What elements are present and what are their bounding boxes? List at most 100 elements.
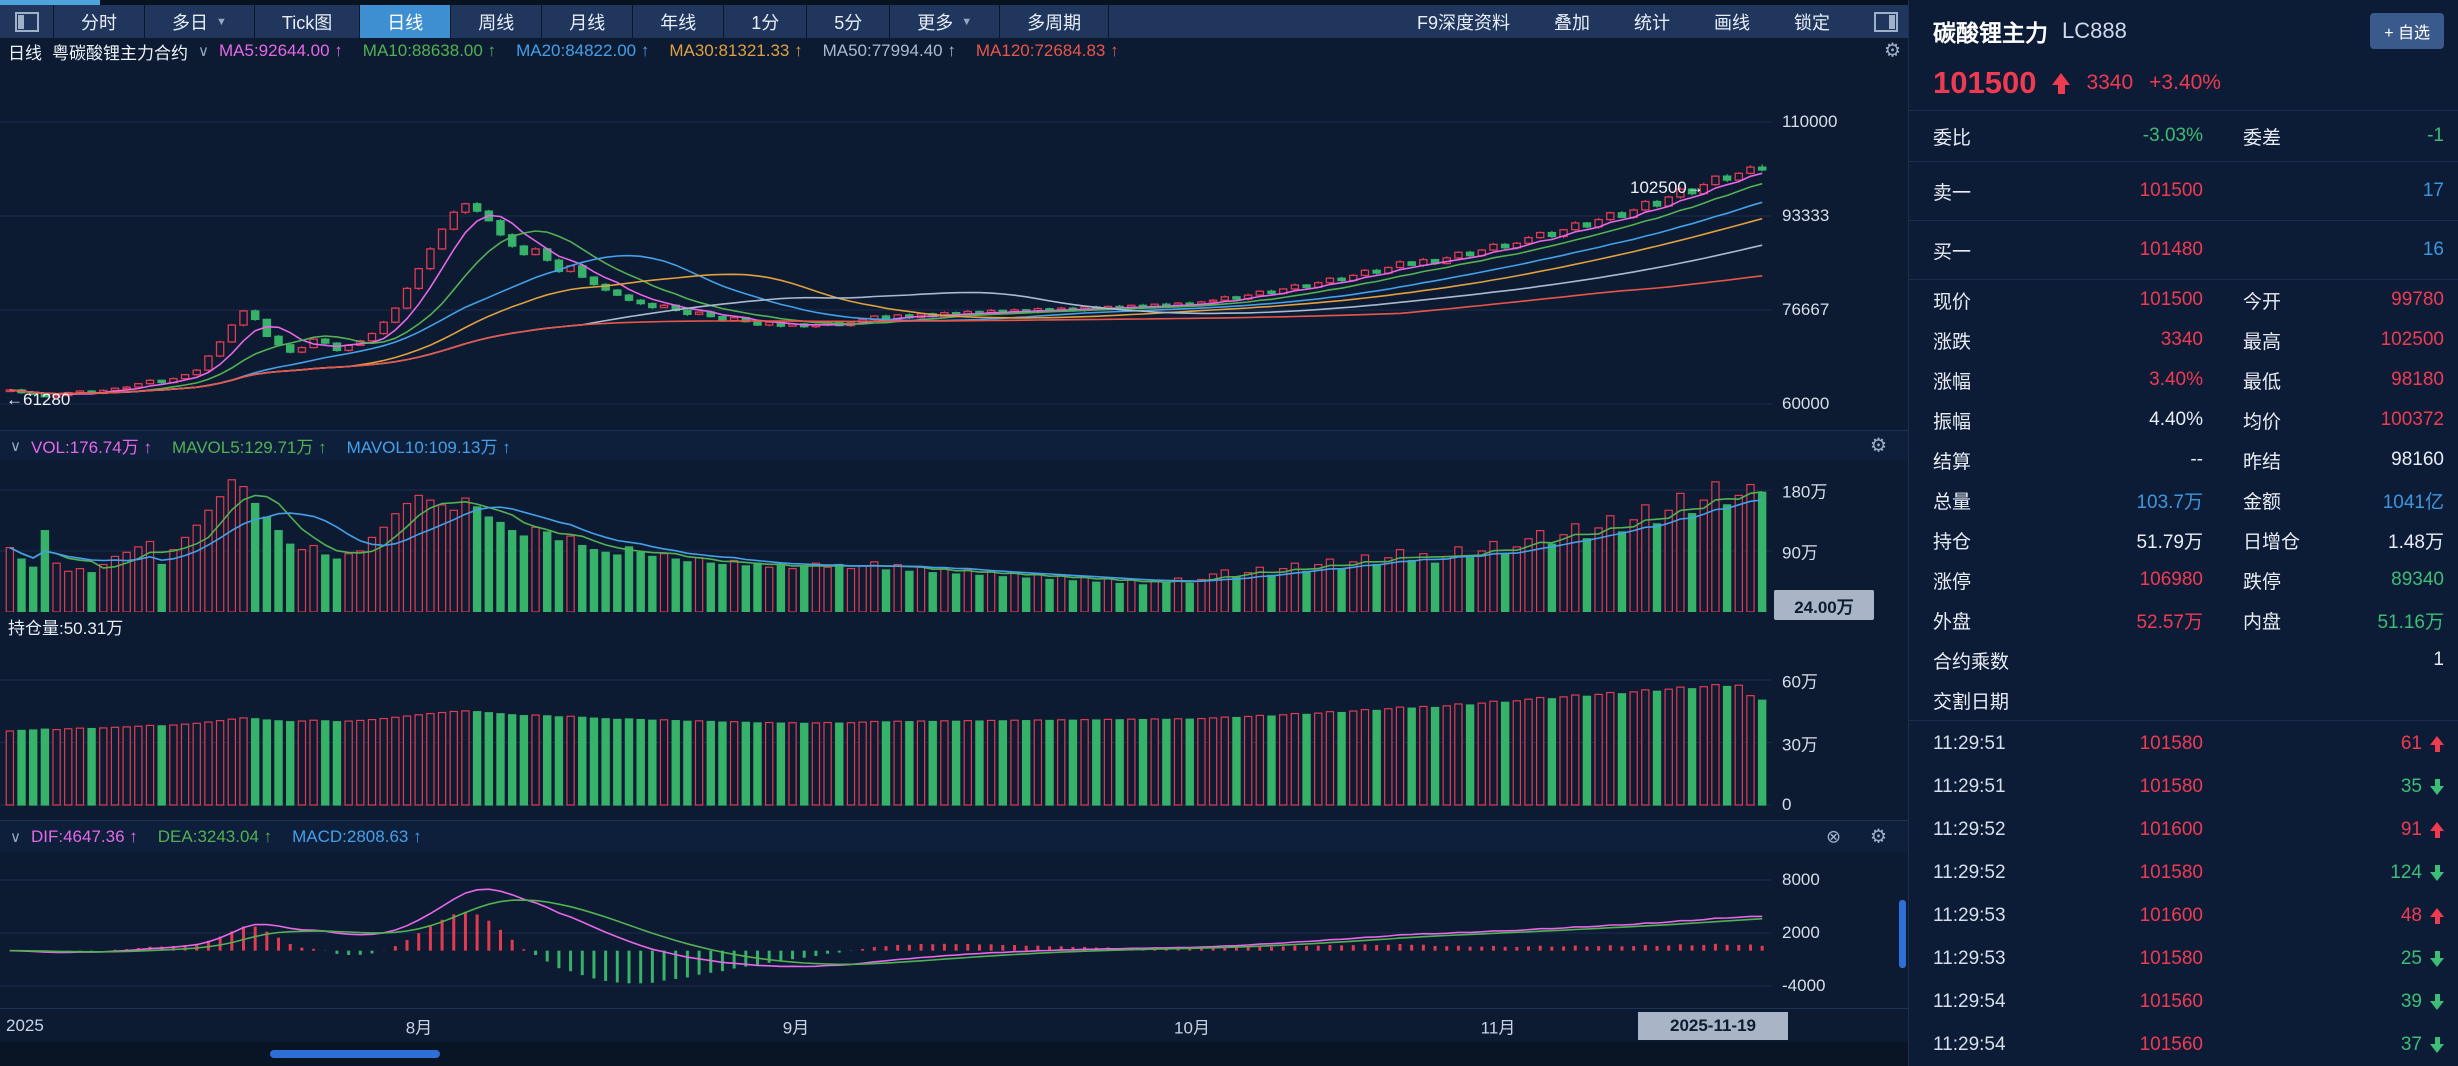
- tick-volume: 37: [2400, 1033, 2422, 1055]
- info-row-0-l1: 现价: [1933, 291, 1972, 313]
- x-axis-month-label: 8月: [405, 1018, 433, 1037]
- top-strip-accent: [0, 0, 100, 5]
- collapse-chevron-icon[interactable]: ∨: [10, 437, 21, 455]
- tick-price: 101600: [2139, 818, 2203, 840]
- period-tab-4[interactable]: 周线: [451, 5, 543, 38]
- ask-level-row[interactable]: 卖一 101500 17: [1909, 162, 2458, 220]
- info-row-3-l2: 均价: [2243, 411, 2282, 433]
- macd-chart[interactable]: [0, 852, 1772, 1008]
- window-top-strip: [0, 0, 1908, 5]
- info-row-8-v1: 52.57万: [2136, 611, 2203, 633]
- divider: [1909, 110, 2458, 111]
- period-tab-label: 周线: [478, 12, 515, 33]
- toolbar-tools: F9深度资料 叠加 统计 画线 锁定: [1417, 5, 1874, 38]
- chart-symbol-label: 粤碳酸锂主力合约: [52, 43, 188, 63]
- tick-row-0: 11:29:51 101580 61: [1909, 722, 2458, 765]
- volume-axis-readout: 24.00万: [1774, 590, 1874, 620]
- info-row-3-l1: 振幅: [1933, 411, 1972, 433]
- period-tab-5[interactable]: 月线: [542, 5, 634, 38]
- collapse-left-panel-button[interactable]: [0, 5, 54, 38]
- info-row-7-l2: 跌停: [2243, 571, 2282, 593]
- period-tab-8[interactable]: 5分: [807, 5, 891, 38]
- horizontal-scrollbar-thumb[interactable]: [270, 1050, 440, 1058]
- tick-price: 101580: [2139, 947, 2203, 969]
- tick-time: 11:29:51: [1933, 732, 2006, 754]
- bid-1-v1: 101480: [2139, 239, 2203, 260]
- period-tab-7[interactable]: 1分: [724, 5, 808, 38]
- period-tabs: 分时 多日 ▼ Tick图 日线 周线 月线 年线 1分 5分 更多 ▼ 多周期: [54, 5, 1110, 38]
- price-change: 3340: [2086, 71, 2134, 94]
- info-row-9: 合约乘数 1: [1909, 640, 2458, 680]
- info-row-10-l1: 交割日期: [1933, 691, 2010, 713]
- price-candlestick-chart[interactable]: [0, 64, 1772, 430]
- toolbar-tool-0[interactable]: F9深度资料: [1416, 12, 1510, 33]
- ask-1[interactable]: 卖一 101500 17: [1909, 162, 2458, 220]
- info-row-2-v2: 98180: [2391, 369, 2444, 390]
- period-tab-6[interactable]: 年线: [633, 5, 725, 38]
- price-pane-gear-icon[interactable]: ⚙: [1884, 40, 1902, 62]
- horizontal-scrollbar-track[interactable]: [0, 1042, 1908, 1066]
- divider: [1909, 279, 2458, 280]
- info-row-9-v2: 1: [2433, 649, 2444, 670]
- info-row-9-l1: 合约乘数: [1933, 651, 2010, 673]
- ma-value-2: MA20:84822.00 ↑: [516, 41, 650, 60]
- tick-price: 101580: [2139, 861, 2203, 883]
- instrument-code: LC888: [2062, 18, 2127, 43]
- indicator-close-icon[interactable]: ⊗: [1826, 826, 1842, 846]
- collapse-right-panel-button[interactable]: [1874, 5, 1898, 38]
- ma-values: MA5:92644.00 ↑ MA10:88638.00 ↑ MA20:84822.…: [219, 41, 1139, 61]
- panel-right-icon: [1874, 11, 1898, 32]
- volume-axis-label: 90万: [1782, 543, 1818, 563]
- period-tab-1[interactable]: 多日 ▼: [145, 5, 255, 38]
- info-row-5-l2: 金额: [2243, 491, 2282, 513]
- info-row-5-l1: 总量: [1933, 491, 1972, 513]
- period-tab-9[interactable]: 更多 ▼: [890, 5, 1001, 38]
- vol-value-2: MAVOL10:109.13万 ↑: [346, 438, 511, 457]
- period-tab-label: 5分: [834, 12, 863, 33]
- bid-1[interactable]: 买一 101480 16: [1909, 221, 2458, 279]
- volume-values: VOL:176.74万 ↑ MAVOL5:129.71万 ↑ MAVOL10:109…: [31, 433, 531, 458]
- tick-trade-list[interactable]: 11:29:51 101580 61 11:29:51 101580 35 11:29:52…: [1909, 722, 2458, 1066]
- panel-left-icon: [14, 11, 39, 32]
- toolbar-tool-4[interactable]: 锁定: [1794, 12, 1830, 33]
- period-tab-2[interactable]: Tick图: [255, 5, 361, 38]
- volume-bar-chart[interactable]: [0, 460, 1772, 612]
- bid-level-row[interactable]: 买一 101480 16: [1909, 221, 2458, 279]
- info-row-8: 外盘 52.57万 内盘 51.16万: [1909, 600, 2458, 640]
- toolbar-spacer: [1109, 5, 1417, 38]
- order-ratio-l1: 委比: [1933, 127, 1972, 149]
- open-interest-bar-chart[interactable]: [0, 640, 1772, 820]
- period-tab-10[interactable]: 多周期: [1000, 5, 1110, 38]
- toolbar-tool-1[interactable]: 叠加: [1554, 12, 1590, 33]
- tick-price: 101560: [2139, 1033, 2203, 1055]
- add-watchlist-button[interactable]: + 自选: [2370, 13, 2444, 49]
- ask-1-v2: 17: [2422, 180, 2444, 201]
- price-pane-header: 日线 粤碳酸锂主力合约 ∨ MA5:92644.00 ↑ MA10:88638.0…: [0, 38, 1908, 64]
- info-row-4-l2: 昨结: [2243, 451, 2282, 473]
- volume-pane-gear-icon[interactable]: ⚙: [1870, 435, 1888, 456]
- x-axis-year-label: 2025: [6, 1015, 44, 1035]
- period-tab-label: 分时: [81, 12, 117, 33]
- collapse-chevron-icon[interactable]: ∨: [10, 828, 21, 846]
- x-axis-month-label: 11月: [1480, 1018, 1516, 1037]
- info-row-8-l1: 外盘: [1933, 611, 1972, 633]
- tick-volume: 25: [2400, 947, 2422, 969]
- toolbar-tool-3[interactable]: 画线: [1714, 12, 1750, 33]
- period-tab-0[interactable]: 分时: [54, 5, 145, 38]
- info-row-3-v2: 100372: [2380, 409, 2444, 430]
- trade-up-arrow-icon: [2430, 735, 2444, 752]
- info-row-5-v2: 1041亿: [2382, 491, 2444, 513]
- tick-volume: 35: [2400, 775, 2422, 797]
- collapse-chevron-icon[interactable]: ∨: [198, 43, 209, 60]
- macd-axis-label: 2000: [1782, 923, 1820, 942]
- info-row-7-v1: 106980: [2139, 569, 2203, 590]
- info-row-6-v2: 1.48万: [2388, 531, 2444, 553]
- vertical-scrollbar-thumb[interactable]: [1899, 900, 1906, 968]
- tick-time: 11:29:52: [1933, 861, 2006, 883]
- tick-time: 11:29:53: [1933, 947, 2006, 969]
- period-tab-3[interactable]: 日线: [360, 5, 452, 38]
- macd-pane-gear-icon[interactable]: ⚙: [1870, 826, 1888, 847]
- info-row-3-v1: 4.40%: [2149, 409, 2203, 430]
- toolbar-tool-2[interactable]: 统计: [1634, 12, 1670, 33]
- order-ratio: 委比 -3.03% 委差 -1: [1909, 111, 2458, 161]
